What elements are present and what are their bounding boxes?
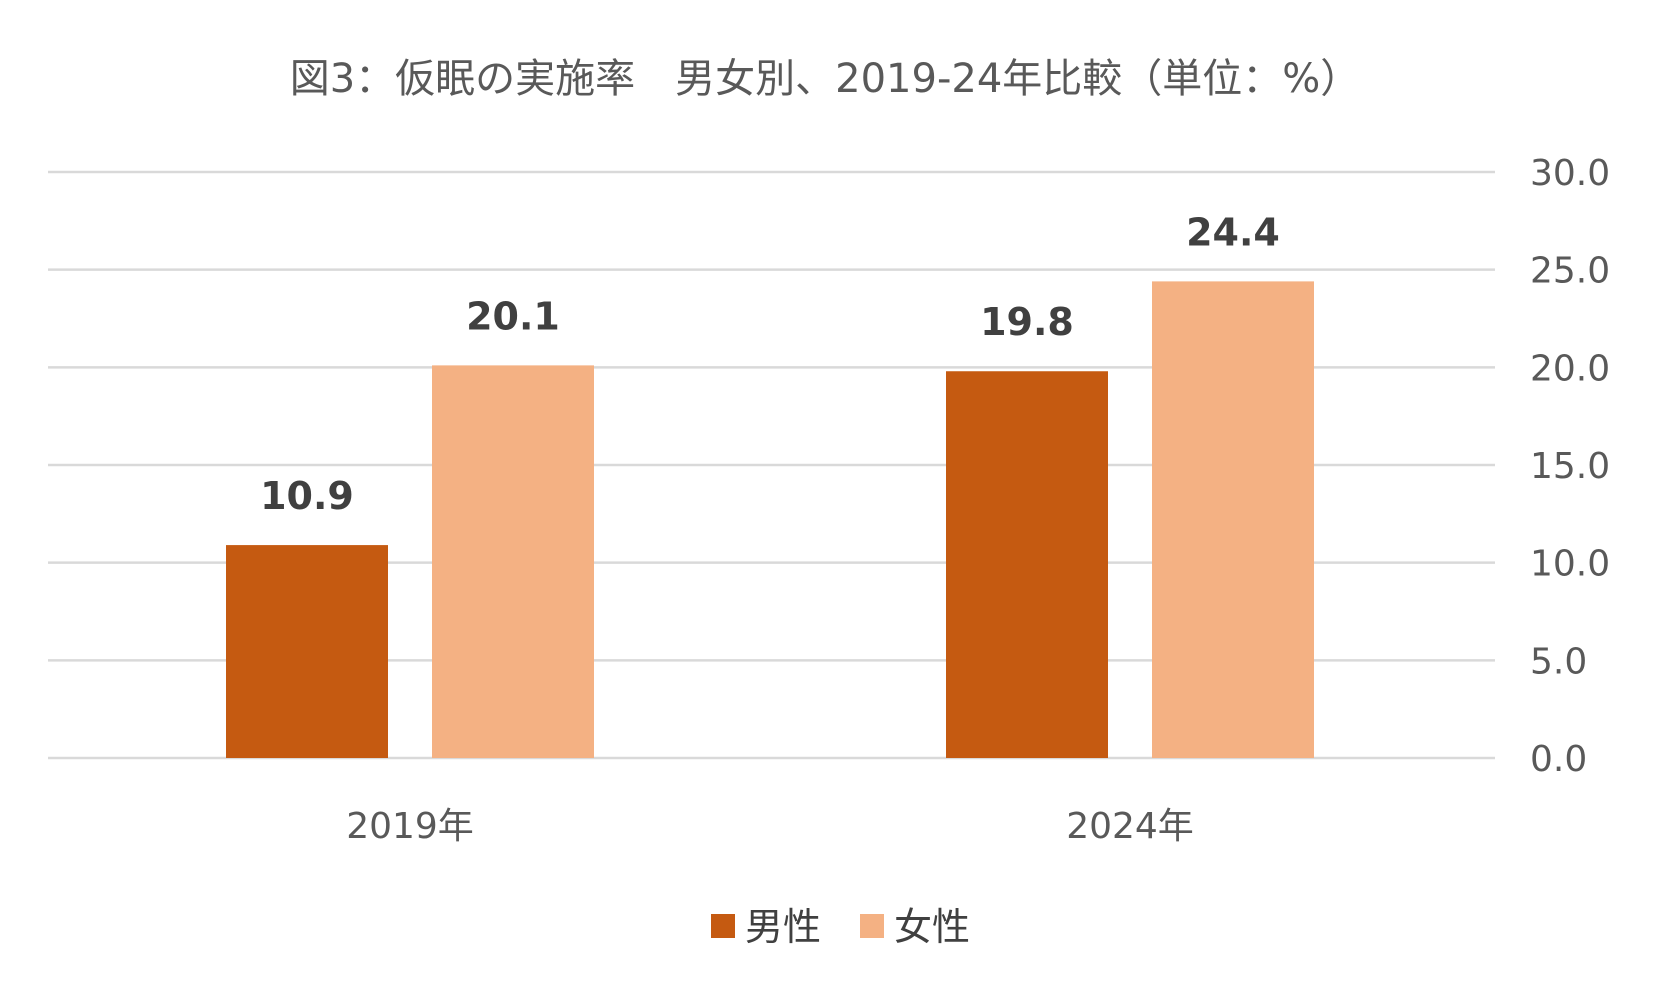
- y-tick-label: 30.0: [1530, 153, 1610, 194]
- y-tick-label: 15.0: [1530, 446, 1610, 487]
- legend-swatch-female: [860, 914, 884, 938]
- y-tick-label: 20.0: [1530, 348, 1610, 389]
- y-tick-label: 25.0: [1530, 251, 1610, 292]
- y-axis-ticks: 0.0 5.0 10.0 15.0 20.0 25.0 30.0: [1530, 153, 1610, 780]
- y-tick-label: 10.0: [1530, 544, 1610, 585]
- legend: 男性 女性: [711, 905, 970, 949]
- bars: [226, 281, 1314, 758]
- y-tick-label: 5.0: [1530, 641, 1587, 682]
- chart-title: 図3：仮眠の実施率 男女別、2019-24年比較（単位：%）: [290, 56, 1361, 102]
- data-label: 24.4: [1186, 210, 1280, 254]
- x-category-label: 2019年: [346, 806, 474, 847]
- bar-female-0: [432, 365, 594, 758]
- data-label: 19.8: [980, 300, 1074, 344]
- bar-male-1: [946, 371, 1108, 758]
- bar-female-1: [1152, 281, 1314, 758]
- legend-swatch-male: [711, 914, 735, 938]
- data-label: 20.1: [466, 294, 560, 338]
- legend-label-female: 女性: [894, 905, 970, 949]
- x-category-label: 2024年: [1066, 806, 1194, 847]
- bar-male-0: [226, 545, 388, 758]
- data-labels: 10.9 20.1 19.8 24.4: [260, 210, 1280, 518]
- x-axis-categories: 2019年 2024年: [346, 806, 1194, 847]
- data-label: 10.9: [260, 474, 354, 518]
- legend-label-male: 男性: [745, 905, 821, 949]
- y-tick-label: 0.0: [1530, 739, 1587, 780]
